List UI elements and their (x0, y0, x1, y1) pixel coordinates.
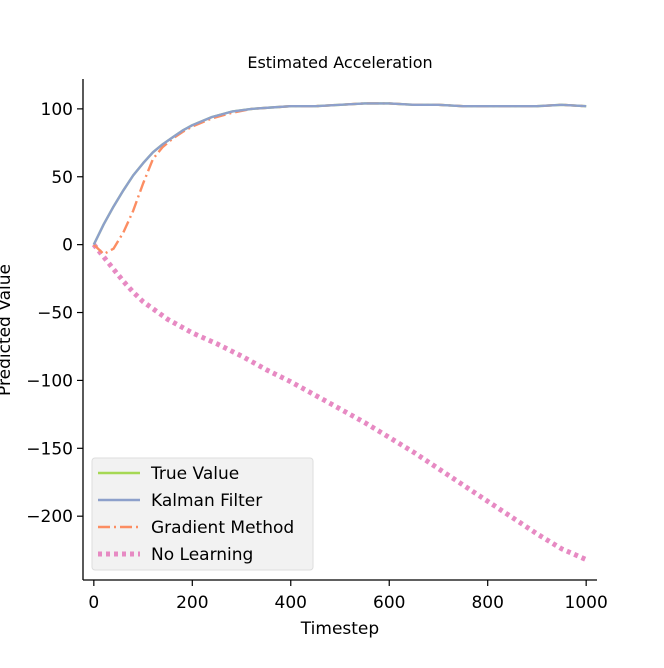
x-tick-label: 800 (471, 593, 503, 613)
x-ticks: 0 200 400 600 800 1000 (88, 580, 608, 613)
y-tick-label: −50 (37, 304, 73, 324)
legend-label-true-value: True Value (150, 464, 239, 484)
y-tick-label: 50 (51, 168, 73, 188)
series-line-kalman-filter (92, 102, 587, 246)
chart-title: Estimated Acceleration (247, 53, 432, 72)
y-tick-label: 0 (62, 236, 73, 256)
legend-label-kalman-filter: Kalman Filter (151, 491, 262, 511)
y-tick-label: −150 (26, 439, 73, 459)
legend-label-no-learning: No Learning (151, 545, 253, 565)
x-axis-label: Timestep (300, 619, 379, 639)
x-tick-label: 0 (88, 593, 99, 613)
series-line-no-learning (91, 243, 588, 562)
x-tick-label: 600 (373, 593, 405, 613)
x-tick-label: 200 (176, 593, 208, 613)
x-tick-label: 1000 (565, 593, 608, 613)
series-line-gradient-method (92, 102, 587, 256)
y-tick-label: −200 (26, 507, 73, 527)
plot-series (91, 102, 588, 562)
series-line-true-value (92, 102, 587, 246)
legend-label-gradient-method: Gradient Method (151, 518, 294, 538)
legend: True Value Kalman Filter Gradient Method No… (91, 457, 314, 571)
legend-frame (91, 457, 314, 571)
y-ticks: 100 50 0 −50 −100 −150 −200 (26, 100, 83, 527)
y-axis-label: Predicted Value (0, 264, 15, 396)
y-tick-label: 100 (41, 100, 73, 120)
x-tick-label: 400 (275, 593, 307, 613)
y-tick-label: −100 (26, 371, 73, 391)
